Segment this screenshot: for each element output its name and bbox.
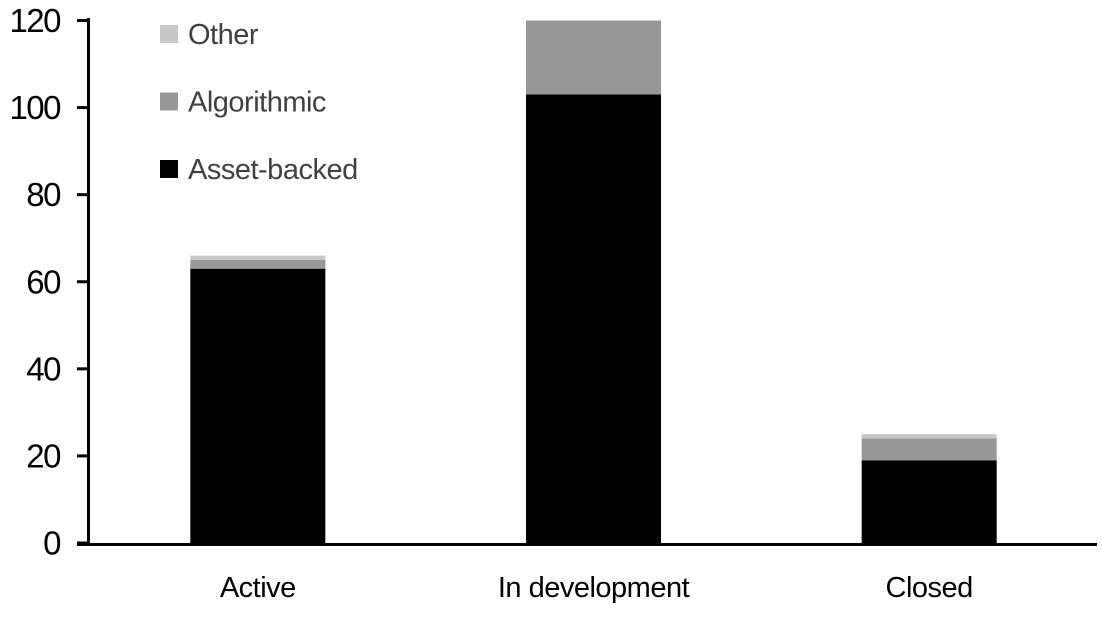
bar-segment-asset-backed-active [190,268,326,543]
bar-segment-algorithmic-active [190,259,326,269]
y-tick-label: 120 [9,2,61,39]
legend-swatch-asset-backed [160,160,178,178]
y-tick-label: 0 [43,525,61,562]
legend-label-other: Other [188,19,259,51]
bar-segment-other-active [190,255,326,260]
y-tick-label: 20 [26,437,61,474]
bar-segment-asset-backed-closed [861,460,997,543]
legend-label-asset-backed: Asset-backed [188,154,358,186]
x-category-label-closed: Closed [886,572,973,604]
y-tick-label: 60 [26,263,61,300]
legend-label-algorithmic: Algorithmic [188,87,326,119]
bar-segment-other-closed [861,434,997,439]
y-tick-label: 80 [26,176,61,213]
y-tick-label: 40 [26,350,61,387]
legend-swatch-algorithmic [160,92,178,111]
bar-segment-algorithmic-closed [861,438,997,461]
bar-segment-asset-backed-in-development [526,94,661,543]
x-category-label-active: Active [220,572,296,604]
legend-swatch-other [160,25,178,43]
y-tick-label: 100 [9,89,61,126]
bar-segment-algorithmic-in-development [526,20,661,95]
x-category-label-in-development: In development [498,572,690,604]
